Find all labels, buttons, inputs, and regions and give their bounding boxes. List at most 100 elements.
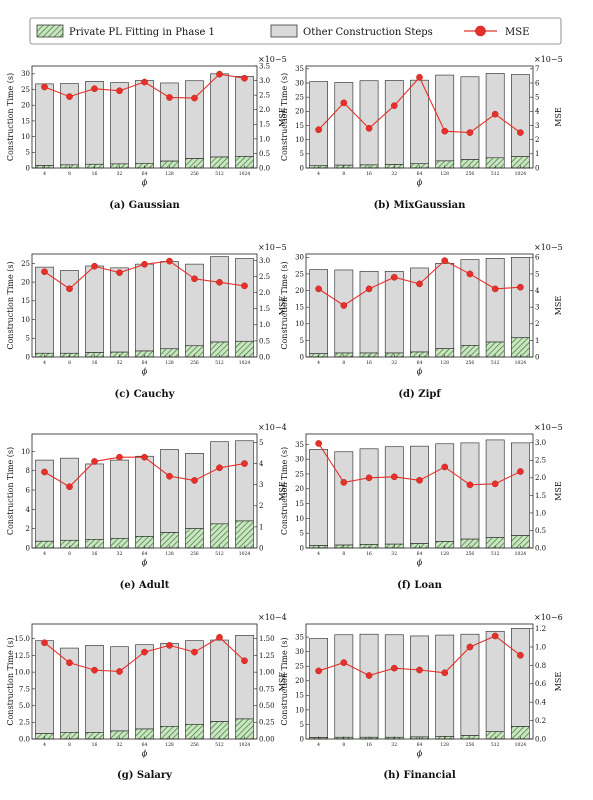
- bar-other-steps: [384, 634, 404, 738]
- y-tick-label: 15: [295, 692, 304, 700]
- y2-tick-label: 1.0: [535, 643, 546, 651]
- bar-other-steps: [334, 634, 354, 738]
- y2-tick-label: 1.0: [535, 509, 546, 517]
- x-tick-label: 256: [190, 742, 199, 748]
- panel-caption: (f) Loan: [397, 580, 442, 591]
- panel-caption: (g) Salary: [117, 770, 173, 781]
- y2-axis-label: MSE: [278, 672, 287, 692]
- bar-other-steps: [110, 646, 129, 732]
- bar-other-steps: [485, 439, 505, 538]
- bar-other-steps: [334, 82, 354, 166]
- mse-point: [241, 657, 248, 665]
- mse-point: [141, 260, 148, 268]
- bar-private-pl-fitting: [511, 337, 530, 358]
- mse-point: [66, 93, 73, 100]
- mse-point: [91, 666, 98, 674]
- y2-tick-label: 0: [535, 164, 539, 172]
- y2-tick-label: 1.2: [535, 625, 546, 633]
- x-tick-label: 512: [491, 171, 500, 177]
- y2-tick-label: 1.0: [259, 135, 270, 143]
- mse-point: [66, 285, 73, 293]
- x-tick-label: 64: [417, 360, 423, 366]
- chart-panel-5: 0 2 4 6 8 10 0 1 2 3 4 5 4 8 16 32 64 128 256 512 1024 ϕ Const…: [6, 423, 287, 591]
- x-tick-label: 128: [165, 360, 174, 366]
- mse-point: [166, 642, 173, 649]
- y-axis-label: Construction Time (s): [6, 447, 15, 535]
- mse-point: [517, 468, 524, 475]
- y2-tick-label: 2: [535, 136, 539, 144]
- mse-point: [340, 99, 348, 107]
- panel-caption: (h) Financial: [383, 770, 456, 781]
- mse-point: [41, 639, 48, 647]
- bar-other-steps: [334, 451, 354, 546]
- y2-axis-exponent: ×10−4: [258, 613, 287, 622]
- y-tick-label: 10: [295, 320, 304, 328]
- bar-other-steps: [511, 257, 530, 339]
- mse-point: [517, 283, 524, 291]
- y-tick-label: 12.5: [14, 652, 30, 660]
- x-tick-label: 16: [92, 171, 98, 177]
- y2-tick-label: 1.5: [535, 492, 546, 500]
- y-tick-label: 30: [21, 70, 30, 78]
- y-tick-label: 15: [21, 117, 30, 125]
- mse-point: [116, 668, 123, 675]
- y-tick-label: 20: [295, 485, 304, 493]
- y-tick-label: 15: [295, 122, 304, 130]
- y-tick-label: 5: [300, 721, 304, 729]
- mse-point: [491, 110, 499, 118]
- bar-other-steps: [235, 635, 254, 720]
- y-tick-label: 20: [295, 108, 304, 116]
- bar-private-pl-fitting: [210, 523, 229, 549]
- mse-point: [91, 85, 98, 93]
- mse-point: [416, 73, 423, 81]
- mse-point: [315, 440, 322, 447]
- mse-point: [66, 659, 73, 667]
- bar-other-steps: [235, 258, 254, 342]
- y2-tick-label: 2.0: [259, 106, 270, 114]
- y-axis-label: Construction Time (s): [6, 637, 15, 725]
- bar-other-steps: [485, 258, 505, 343]
- y2-tick-label: 1.25: [259, 652, 275, 660]
- bar-other-steps: [359, 270, 379, 354]
- y2-tick-label: 4: [259, 460, 264, 468]
- x-tick-label: 128: [165, 171, 174, 177]
- x-tick-label: 256: [466, 742, 475, 748]
- mse-point: [466, 270, 474, 278]
- mse-point: [466, 129, 474, 136]
- y-tick-label: 0: [300, 544, 304, 552]
- y-tick-label: 15: [295, 304, 304, 312]
- y2-tick-label: 4: [535, 108, 540, 116]
- bar-other-steps: [435, 263, 455, 349]
- bar-other-steps: [334, 269, 354, 354]
- mse-point: [491, 480, 499, 488]
- x-tick-label: 128: [440, 742, 449, 748]
- mse-point: [517, 651, 524, 659]
- x-tick-label: 512: [491, 742, 500, 748]
- x-tick-label: 1024: [239, 742, 251, 748]
- y-tick-label: 0: [26, 164, 30, 172]
- y-tick-label: 0: [300, 735, 304, 743]
- mse-point: [41, 468, 48, 476]
- x-tick-label: 512: [215, 171, 224, 177]
- y2-tick-label: 7: [535, 65, 539, 73]
- y-tick-label: 0: [300, 164, 304, 172]
- x-tick-label: 16: [92, 551, 98, 557]
- mse-point: [41, 268, 48, 276]
- chart-panel-7: 0.0 2.5 5.0 7.5 10.0 12.5 15.0 0.00 0.25 0.50 0.75…: [6, 613, 287, 781]
- bar-other-steps: [511, 628, 530, 727]
- y-tick-label: 25: [295, 663, 304, 671]
- x-tick-label: 16: [366, 742, 372, 748]
- y-tick-label: 30: [295, 254, 304, 262]
- x-tick-label: 4: [317, 551, 320, 557]
- y2-tick-label: 1.5: [259, 305, 270, 313]
- x-axis-label: ϕ: [417, 367, 423, 376]
- bar-other-steps: [309, 269, 328, 354]
- y-tick-label: 25: [295, 94, 304, 102]
- mse-point: [365, 474, 373, 482]
- mse-point: [390, 473, 398, 481]
- x-tick-label: 128: [440, 360, 449, 366]
- bar-other-steps: [511, 74, 530, 157]
